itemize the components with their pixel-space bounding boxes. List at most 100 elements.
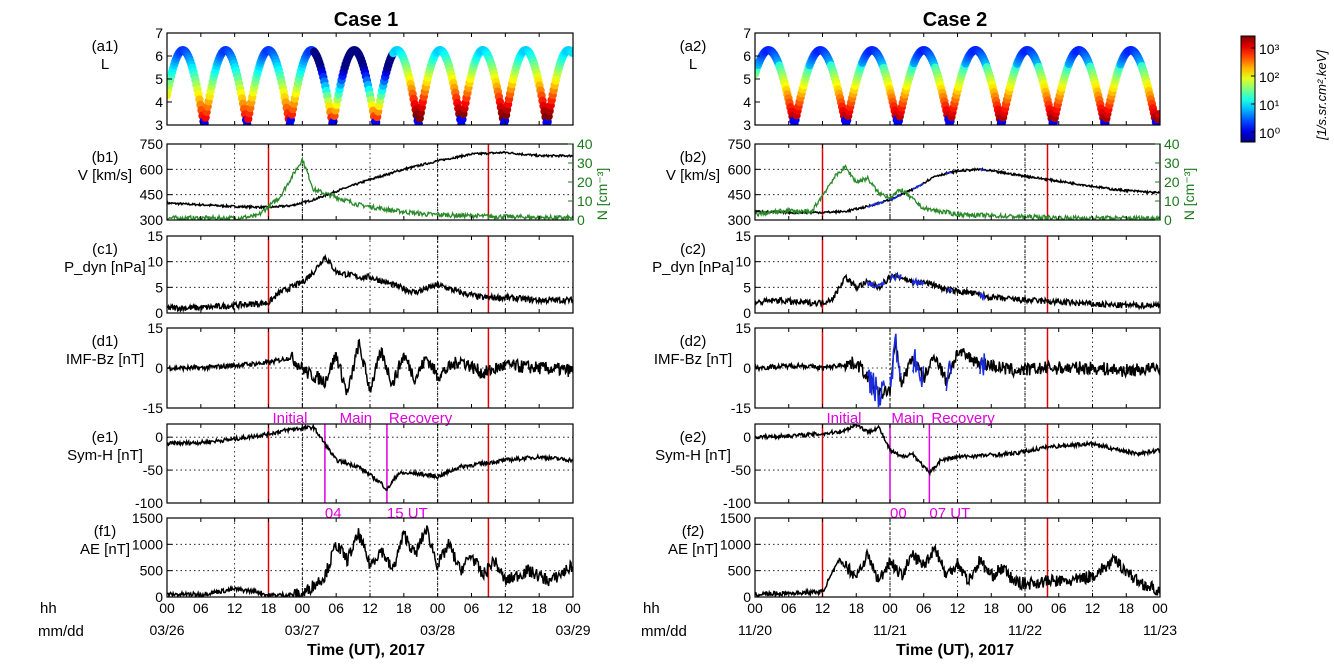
panel-b1: 300 450 600 750 0 10 20 30 40N [cm⁻³] (b1)V [km/s…: [78, 136, 610, 228]
colorbar-tick-label: 10²: [1259, 69, 1280, 85]
case-1-panels: 3 4 5 6 7 (a1)L 300 450 600 750 0 10 20 30 40N [cm⁻³] (…: [64, 25, 610, 638]
y-tick-label: 5: [155, 279, 163, 295]
right-y-tick-label: 30: [1164, 155, 1180, 171]
y-tick-label: -15: [731, 400, 751, 416]
series-group: [755, 271, 1160, 311]
y-tick-label: 450: [728, 187, 752, 203]
x-hour-tick-label: 00: [882, 600, 898, 616]
x-hour-tick-label: 06: [193, 600, 209, 616]
x-hour-tick-label: 12: [498, 600, 514, 616]
y-tick-label: 0: [155, 360, 163, 376]
series-group: [755, 543, 1160, 597]
phase-label-initial: Initial: [273, 410, 308, 427]
panel-frame: [754, 517, 1161, 598]
panel-frame: [166, 235, 574, 314]
x-hour-tick-label: 18: [1118, 600, 1134, 616]
x-date-tick-label: 11/23: [1143, 622, 1177, 638]
x-hour-tick-label: 18: [396, 600, 412, 616]
x-date-tick-label: 11/20: [738, 622, 772, 638]
panel-label: (b2): [680, 149, 707, 166]
y-tick-label: 0: [155, 429, 163, 445]
y-tick-label: -15: [143, 400, 163, 416]
right-y-tick-label: 40: [577, 136, 593, 152]
y-tick-label: 15: [147, 320, 163, 336]
panel-label: (f2): [682, 523, 705, 540]
orbit-point: [567, 48, 573, 57]
y-axis-label: L: [689, 56, 697, 73]
y-tick-label: 500: [728, 563, 752, 579]
interpolated-segment: [912, 182, 924, 191]
y-tick-label: 5: [155, 71, 163, 87]
phase-label-initial: Initial: [827, 410, 862, 427]
panel-label: (b1): [92, 149, 119, 166]
panel-e1: Initial Main Recovery 04 15 UT -100 -50 0 (e1)Sy…: [67, 410, 574, 522]
case2-title: Case 2: [923, 9, 988, 31]
series-line: [167, 253, 573, 313]
main-phase-start-label: 00: [890, 505, 907, 522]
x-hour-tick-label: 12: [815, 600, 831, 616]
x-axis-label-case1: Time (UT), 2017: [307, 642, 425, 659]
y-tick-label: 5: [743, 279, 751, 295]
panel-label: (e1): [92, 429, 119, 446]
right-y-tick-label: 10: [577, 193, 593, 209]
panel-f1: 0 500 1000 1500 (f1)AE [nT]: [80, 510, 574, 605]
interpolated-segment: [945, 360, 953, 391]
x-date-tick-label: 03/26: [149, 622, 184, 638]
y-tick-label: 0: [155, 305, 163, 321]
panel-frame: [166, 517, 574, 598]
y-tick-label: 3: [743, 117, 751, 133]
colorbar-tick-label: 10⁰: [1259, 125, 1281, 141]
recovery-start-label: 15 UT: [387, 505, 428, 522]
interpolated-segment: [911, 276, 925, 287]
y-tick-label: -50: [731, 462, 751, 478]
series-group: [167, 338, 573, 396]
series-line: [755, 271, 1160, 311]
x-date-tick-label: 11/21: [873, 622, 907, 638]
panel-label: (a2): [680, 38, 707, 55]
x-date-tick-label: 03/28: [420, 622, 455, 638]
panel-a2: 3 4 5 6 7 (a2)L: [680, 25, 1161, 133]
right-y-axis-label: N [cm⁻³]: [1181, 168, 1197, 221]
y-axis-label: IMF-Bz [nT]: [66, 351, 144, 368]
y-axis-label: AE [nT]: [668, 541, 718, 558]
x-hour-tick-label: 00: [295, 600, 311, 616]
y-axis-label: Sym-H [nT]: [655, 447, 731, 464]
y-tick-label: 10: [147, 254, 163, 270]
phase-label-recovery: Recovery: [931, 410, 995, 427]
right-y-tick-label: 0: [577, 212, 585, 228]
x-date-tick-label: 03/29: [555, 622, 590, 638]
x-hour-tick-label: 06: [781, 600, 797, 616]
series-line: [755, 543, 1160, 597]
x-hour-tick-label: 06: [328, 600, 344, 616]
panel-c2: 0 5 10 15 (c2)P_dyn [nPa]: [652, 228, 1161, 321]
panel-label: (d1): [92, 333, 119, 350]
y-tick-label: 1500: [132, 510, 163, 526]
y-tick-label: 6: [743, 48, 751, 64]
y-tick-label: 0: [743, 305, 751, 321]
interpolated-segment: [911, 349, 925, 387]
x-hour-tick-label: 12: [950, 600, 966, 616]
y-axis-label: P_dyn [nPa]: [64, 259, 146, 276]
x-hour-tick-label: 18: [531, 600, 547, 616]
y-tick-label: 6: [155, 48, 163, 64]
y-tick-label: 600: [140, 161, 164, 177]
x-hour-tick-label: 06: [916, 600, 932, 616]
y-tick-label: 5: [743, 71, 751, 87]
y-tick-label: 1000: [132, 536, 163, 552]
x-hour-tick-label: 06: [464, 600, 480, 616]
series-line: [167, 150, 573, 211]
series-group: [167, 525, 573, 597]
series-group: [755, 424, 1160, 477]
recovery-start-label: 07 UT: [929, 505, 970, 522]
y-tick-label: 7: [743, 25, 751, 41]
right-y-tick-label: 30: [577, 155, 593, 171]
y-tick-label: 500: [140, 563, 164, 579]
y-axis-label: V [km/s]: [78, 167, 132, 184]
y-axis-label: P_dyn [nPa]: [652, 259, 734, 276]
series-line: [755, 336, 1160, 400]
case1-title: Case 1: [334, 9, 399, 31]
interpolated-segment: [889, 333, 902, 387]
orbit-flux-trace: [167, 46, 573, 125]
panel-frame: [754, 423, 1161, 504]
